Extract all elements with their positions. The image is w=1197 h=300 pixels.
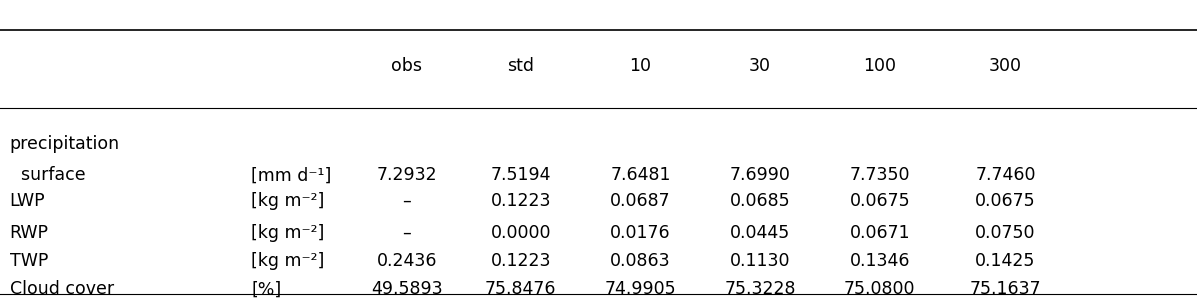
Text: RWP: RWP <box>10 224 49 242</box>
Text: 7.5194: 7.5194 <box>491 167 551 184</box>
Text: 0.0687: 0.0687 <box>610 192 670 210</box>
Text: 74.9905: 74.9905 <box>604 280 676 298</box>
Text: 75.8476: 75.8476 <box>485 280 557 298</box>
Text: 75.1637: 75.1637 <box>970 280 1041 298</box>
Text: 49.5893: 49.5893 <box>371 280 443 298</box>
Text: 10: 10 <box>630 57 651 75</box>
Text: [kg m⁻²]: [kg m⁻²] <box>251 252 324 270</box>
Text: surface: surface <box>10 167 85 184</box>
Text: 7.6481: 7.6481 <box>610 167 670 184</box>
Text: 0.0675: 0.0675 <box>976 192 1035 210</box>
Text: [%]: [%] <box>251 280 281 298</box>
Text: 7.7460: 7.7460 <box>976 167 1035 184</box>
Text: 0.0671: 0.0671 <box>850 224 910 242</box>
Text: precipitation: precipitation <box>10 135 120 153</box>
Text: 0.0675: 0.0675 <box>850 192 910 210</box>
Text: 30: 30 <box>749 57 771 75</box>
Text: obs: obs <box>391 57 423 75</box>
Text: 0.1130: 0.1130 <box>730 252 790 270</box>
Text: [kg m⁻²]: [kg m⁻²] <box>251 224 324 242</box>
Text: 7.2932: 7.2932 <box>377 167 437 184</box>
Text: 0.2436: 0.2436 <box>377 252 437 270</box>
Text: [kg m⁻²]: [kg m⁻²] <box>251 192 324 210</box>
Text: 0.0000: 0.0000 <box>491 224 551 242</box>
Text: 7.7350: 7.7350 <box>850 167 910 184</box>
Text: 100: 100 <box>863 57 897 75</box>
Text: 0.0176: 0.0176 <box>610 224 670 242</box>
Text: [mm d⁻¹]: [mm d⁻¹] <box>251 167 332 184</box>
Text: 300: 300 <box>989 57 1022 75</box>
Text: std: std <box>508 57 534 75</box>
Text: 0.1346: 0.1346 <box>850 252 910 270</box>
Text: 7.6990: 7.6990 <box>730 167 790 184</box>
Text: 0.1223: 0.1223 <box>491 252 551 270</box>
Text: 0.0445: 0.0445 <box>730 224 790 242</box>
Text: –: – <box>402 192 412 210</box>
Text: 0.1223: 0.1223 <box>491 192 551 210</box>
Text: TWP: TWP <box>10 252 48 270</box>
Text: 75.0800: 75.0800 <box>844 280 916 298</box>
Text: 0.0863: 0.0863 <box>610 252 670 270</box>
Text: 0.1425: 0.1425 <box>976 252 1035 270</box>
Text: –: – <box>402 224 412 242</box>
Text: LWP: LWP <box>10 192 45 210</box>
Text: Cloud cover: Cloud cover <box>10 280 114 298</box>
Text: 0.0750: 0.0750 <box>976 224 1035 242</box>
Text: 0.0685: 0.0685 <box>730 192 790 210</box>
Text: 75.3228: 75.3228 <box>724 280 796 298</box>
